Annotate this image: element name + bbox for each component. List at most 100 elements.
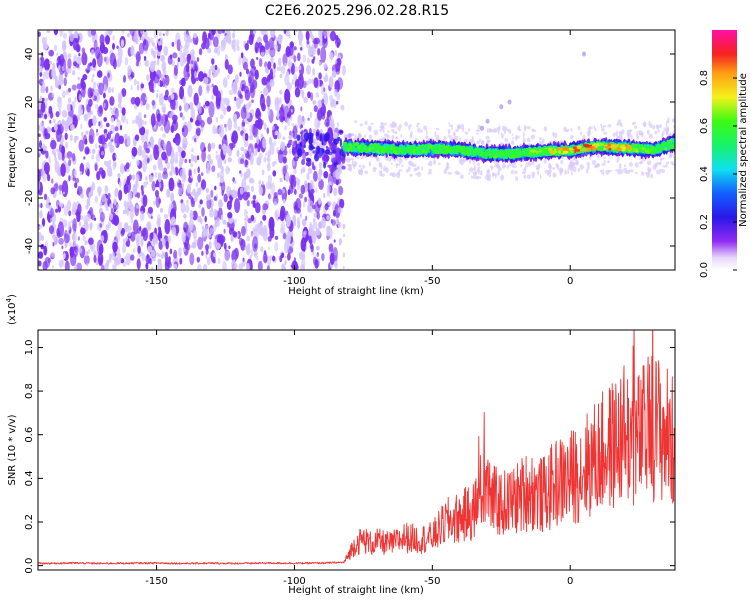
spectrogram-halo-mark [623, 164, 627, 167]
spectrogram-halo-mark [359, 123, 363, 127]
spectrogram-noise-mark [191, 147, 194, 153]
spectrogram-noise-mark [231, 142, 236, 149]
spectrogram-noise-mark [116, 118, 120, 123]
spectrogram-noise-mark [156, 252, 160, 257]
spectrogram-noise-mark [127, 65, 132, 76]
spectrogram-noise-mark [59, 54, 65, 67]
spectrogram-noise-mark [149, 37, 154, 44]
spectrogram-noise-mark [211, 58, 215, 65]
spectrogram-noise-mark [279, 210, 285, 222]
spectrogram-noise-mark [257, 118, 263, 130]
spectrogram-transition-mark [323, 133, 329, 143]
spectrogram-halo-mark [576, 161, 579, 166]
spectrogram-halo-mark [491, 129, 496, 133]
spectrogram-noise-mark [72, 37, 79, 51]
spectrogram-noise-mark [259, 46, 263, 53]
spectrogram-halo-mark [577, 125, 581, 131]
spectrogram-noise-mark [315, 187, 318, 194]
spectrogram-halo-mark [447, 134, 452, 138]
spectrogram-noise-mark [220, 215, 224, 221]
spectrogram-halo-mark [477, 166, 481, 169]
spectrogram-halo-mark [586, 161, 590, 168]
spectrogram-noise-mark [262, 203, 269, 211]
spectrogram-halo-mark [455, 129, 459, 132]
spectrogram-noise-mark [260, 30, 265, 35]
spectrogram-transition-mark [303, 132, 310, 140]
spectrogram-noise-mark [58, 237, 64, 245]
spectrogram-halo-mark [640, 160, 643, 165]
spectrogram-noise-mark [86, 111, 91, 119]
spectrogram-noise-mark [287, 252, 291, 261]
spectrogram-noise-mark [64, 132, 68, 141]
spectrogram-noise-mark [50, 207, 55, 218]
spectrogram-noise-mark [61, 119, 65, 127]
spectrogram-halo-mark [385, 167, 389, 173]
spectrogram-noise-mark [72, 153, 76, 162]
spectrogram-noise-mark [213, 196, 217, 201]
spectrogram-noise-mark [209, 227, 214, 235]
spectrogram-noise-mark [336, 100, 339, 105]
spectrogram-halo-mark [460, 123, 465, 130]
spectrogram-halo-mark [638, 130, 643, 135]
spectrogram-noise-mark [72, 235, 76, 241]
spectrogram-noise-mark [263, 34, 268, 43]
spectrogram-noise-mark [70, 104, 73, 111]
spectrogram-noise-mark [301, 116, 306, 126]
spectrogram-noise-mark [58, 85, 62, 90]
spectrogram-noise-mark [50, 85, 53, 92]
spectrogram-transition-mark [293, 148, 298, 154]
spectrogram-halo-mark [504, 137, 508, 143]
spectrogram-noise-mark [324, 203, 329, 211]
spectrogram-noise-mark [277, 112, 280, 118]
spectrogram-noise-mark [162, 56, 166, 61]
spectrogram-noise-mark [69, 124, 75, 131]
spectrogram-noise-mark [141, 252, 144, 257]
spectrogram-halo-mark [552, 167, 555, 170]
spectrogram-noise-mark [224, 59, 229, 70]
spectrogram-noise-mark [228, 148, 232, 157]
spectrogram-noise-mark [201, 42, 206, 50]
spectrogram-noise-mark [123, 183, 128, 195]
spectrogram-halo-mark [665, 121, 668, 128]
spectrogram-noise-mark [96, 171, 101, 181]
spectrogram-noise-mark [260, 133, 264, 139]
spectrogram-noise-mark [38, 260, 42, 267]
spectrogram-noise-mark [124, 222, 128, 227]
spectrogram-halo-mark [421, 166, 423, 171]
spectrogram-halo-mark [351, 160, 354, 166]
spectrogram-noise-mark [197, 173, 202, 183]
spectrogram-noise-mark [123, 133, 128, 139]
spectrogram-halo-mark [368, 126, 372, 133]
spectrogram-noise-mark [336, 42, 340, 49]
spectrogram-noise-mark [51, 178, 54, 184]
spectrogram-noise-mark [203, 146, 206, 152]
spectrogram-noise-mark [84, 240, 88, 245]
spectrogram-noise-mark [73, 30, 79, 40]
spectrogram-noise-mark [306, 39, 310, 45]
spectrogram-noise-mark [311, 204, 316, 210]
spectrogram-noise-mark [151, 99, 156, 106]
spectrogram-noise-mark [91, 148, 96, 155]
spectrogram-noise-mark [214, 64, 218, 71]
spectrogram-noise-mark [330, 52, 333, 61]
spectrogram-noise-mark [305, 30, 310, 41]
spectrogram-noise-mark [193, 32, 198, 39]
spectrogram-halo-mark [479, 138, 482, 143]
spectrogram-noise-mark [300, 106, 303, 112]
spectrogram-noise-mark [179, 257, 183, 265]
spectrogram-noise-mark [80, 123, 83, 130]
spectrogram-noise-mark [332, 171, 336, 178]
spectrogram-noise-mark [205, 100, 210, 107]
spectrogram-halo-mark [498, 125, 501, 131]
spectrogram-noise-mark [208, 101, 215, 118]
spectrogram-halo-mark [560, 160, 563, 165]
spectrogram-noise-mark [342, 233, 346, 238]
spectrogram-noise-mark [248, 76, 252, 84]
spectrogram-noise-mark [246, 235, 250, 242]
spectrogram-noise-mark [208, 68, 212, 76]
spectrogram-noise-mark [38, 225, 41, 231]
spectrogram-noise-mark [300, 168, 303, 175]
spectrogram-noise-mark [211, 165, 216, 173]
spectrogram-halo-mark [511, 133, 514, 136]
spectrogram-noise-mark [127, 225, 132, 232]
